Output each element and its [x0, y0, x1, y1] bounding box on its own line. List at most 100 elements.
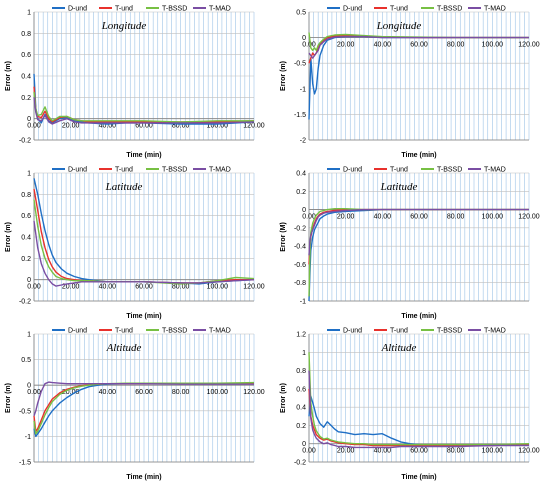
legend-label: T-MAD [209, 167, 231, 174]
x-tick-label: 0.00 [27, 284, 41, 291]
x-tick-label: 120.00 [243, 284, 265, 291]
x-tick-label: 0.00 [27, 123, 41, 130]
y-tick-label: -1 [25, 434, 31, 441]
x-tick-label: 20.00 [62, 389, 80, 396]
x-axis-label: Time (min) [401, 152, 436, 159]
y-tick-label: -0.2 [19, 138, 31, 145]
x-tick-label: 120.00 [243, 389, 265, 396]
legend-label: T-BSSD [437, 167, 462, 174]
y-tick-label: -0.5 [294, 61, 306, 68]
y-tick-label: 0.2 [21, 256, 31, 263]
y-axis-label: Error (m) [280, 61, 287, 91]
legend-label: D-und [343, 6, 362, 13]
x-tick-label: 60.00 [135, 123, 153, 130]
x-tick-label: 0.00 [302, 42, 316, 49]
x-tick-label: 0.00 [302, 448, 316, 455]
x-tick-label: 100.00 [207, 123, 229, 130]
chart-svg: -1.5 -1 -0.5 0 0.5 1 0.00 20.00 40.00 60.00 80.00 1… [5, 328, 265, 482]
y-tick-label: 0.5 [21, 357, 31, 364]
x-tick-label: 80.00 [447, 448, 465, 455]
chart-svg: -0.2 0 0.2 0.4 0.6 0.8 1 0.00 20.00 40.00 60.00 80.… [5, 6, 265, 160]
chart-panel: -1.5 -1 -0.5 0 0.5 1 0.00 20.00 40.00 60.00 80.00 1… [0, 322, 275, 483]
x-tick-label: 20.00 [337, 448, 355, 455]
x-tick-label: 20.00 [337, 42, 355, 49]
y-axis-label: Error (m) [5, 222, 12, 252]
y-tick-label: -0.8 [294, 280, 306, 287]
series-line [33, 97, 255, 125]
series-line [33, 381, 254, 417]
x-tick-label: 20.00 [62, 284, 80, 291]
series-line [308, 35, 529, 59]
x-tick-label: 80.00 [447, 42, 465, 49]
y-tick-label: 0.4 [21, 74, 31, 81]
x-tick-label: 20.00 [62, 123, 80, 130]
grid [308, 333, 530, 463]
legend-label: T-MAD [484, 328, 506, 335]
series-line [33, 220, 255, 287]
x-tick-label: 80.00 [172, 389, 190, 396]
legend-label: T-und [115, 328, 133, 335]
y-tick-label: 1 [27, 171, 31, 178]
x-tick-label: 80.00 [447, 214, 465, 221]
y-tick-label: 0 [27, 116, 31, 123]
legend-label: T-MAD [484, 167, 506, 174]
x-tick-label: 100.00 [207, 284, 229, 291]
y-tick-label: 0 [302, 35, 306, 42]
legend-label: T-BSSD [437, 6, 462, 13]
y-tick-label: -0.5 [19, 408, 31, 415]
legend-label: D-und [68, 167, 87, 174]
panel-title: Altitude [106, 342, 142, 354]
grid [308, 11, 530, 141]
x-tick-label: 40.00 [374, 214, 392, 221]
x-tick-label: 60.00 [410, 42, 428, 49]
chart-panel: -2 -1.5 -1 -0.5 0 0.5 0.00 20.00 40.00 60.00 80.00… [275, 0, 550, 161]
x-tick-label: 60.00 [410, 214, 428, 221]
x-tick-label: 100.00 [207, 389, 229, 396]
x-tick-label: 120.00 [518, 42, 540, 49]
y-tick-label: 0.4 [296, 171, 306, 178]
x-tick-label: 40.00 [99, 389, 117, 396]
y-tick-label: 0 [27, 383, 31, 390]
y-tick-label: 0.2 [296, 423, 306, 430]
chart-svg: -0.2 0 0.2 0.4 0.6 0.8 1 0.00 20.00 40.00 60.00 80.… [5, 167, 265, 321]
y-tick-label: 0.4 [296, 405, 306, 412]
y-tick-label: 0.6 [296, 386, 306, 393]
y-tick-label: -1 [300, 86, 306, 93]
x-tick-label: 80.00 [172, 284, 190, 291]
chart-panel: -0.2 0 0.2 0.4 0.6 0.8 1 1.2 0.00 20.00 40.00 60.00… [275, 322, 550, 483]
y-tick-label: 0.5 [296, 10, 306, 17]
series-line [33, 91, 254, 123]
legend-label: T-BSSD [162, 6, 187, 13]
chart-svg: -0.2 0 0.2 0.4 0.6 0.8 1 1.2 0.00 20.00 40.00 60.00… [280, 328, 540, 482]
chart-svg: -1 -0.8 -0.6 -0.4 -0.2 0 0.2 0.4 0.00 20.00 40.00 6… [280, 167, 540, 321]
series-line [308, 388, 530, 447]
x-tick-label: 100.00 [482, 448, 504, 455]
x-tick-label: 60.00 [410, 448, 428, 455]
x-tick-label: 40.00 [374, 42, 392, 49]
legend-label: T-MAD [209, 6, 231, 13]
x-tick-label: 120.00 [518, 214, 540, 221]
x-tick-label: 40.00 [374, 448, 392, 455]
y-tick-label: 1.2 [296, 332, 306, 339]
grid [33, 333, 255, 463]
panel-title: Latitude [105, 181, 143, 193]
x-tick-label: 60.00 [135, 389, 153, 396]
y-tick-label: -1.5 [19, 460, 31, 467]
y-tick-label: -0.4 [294, 244, 306, 251]
y-tick-label: 0 [302, 207, 306, 214]
chart-panel: -1 -0.8 -0.6 -0.4 -0.2 0 0.2 0.4 0.00 20.00 40.00 6… [275, 161, 550, 322]
legend-label: D-und [68, 6, 87, 13]
y-tick-label: 0 [302, 441, 306, 448]
y-tick-label: 0.8 [21, 192, 31, 199]
legend-label: D-und [343, 328, 362, 335]
y-axis-label: Error (M) [280, 222, 287, 252]
x-tick-label: 100.00 [482, 42, 504, 49]
x-tick-label: 0.00 [302, 214, 316, 221]
y-tick-label: -1.5 [294, 112, 306, 119]
x-tick-label: 20.00 [337, 214, 355, 221]
x-tick-label: 80.00 [172, 123, 190, 130]
grid [308, 172, 530, 302]
legend-label: T-und [390, 328, 408, 335]
y-tick-label: -0.2 [294, 460, 306, 467]
